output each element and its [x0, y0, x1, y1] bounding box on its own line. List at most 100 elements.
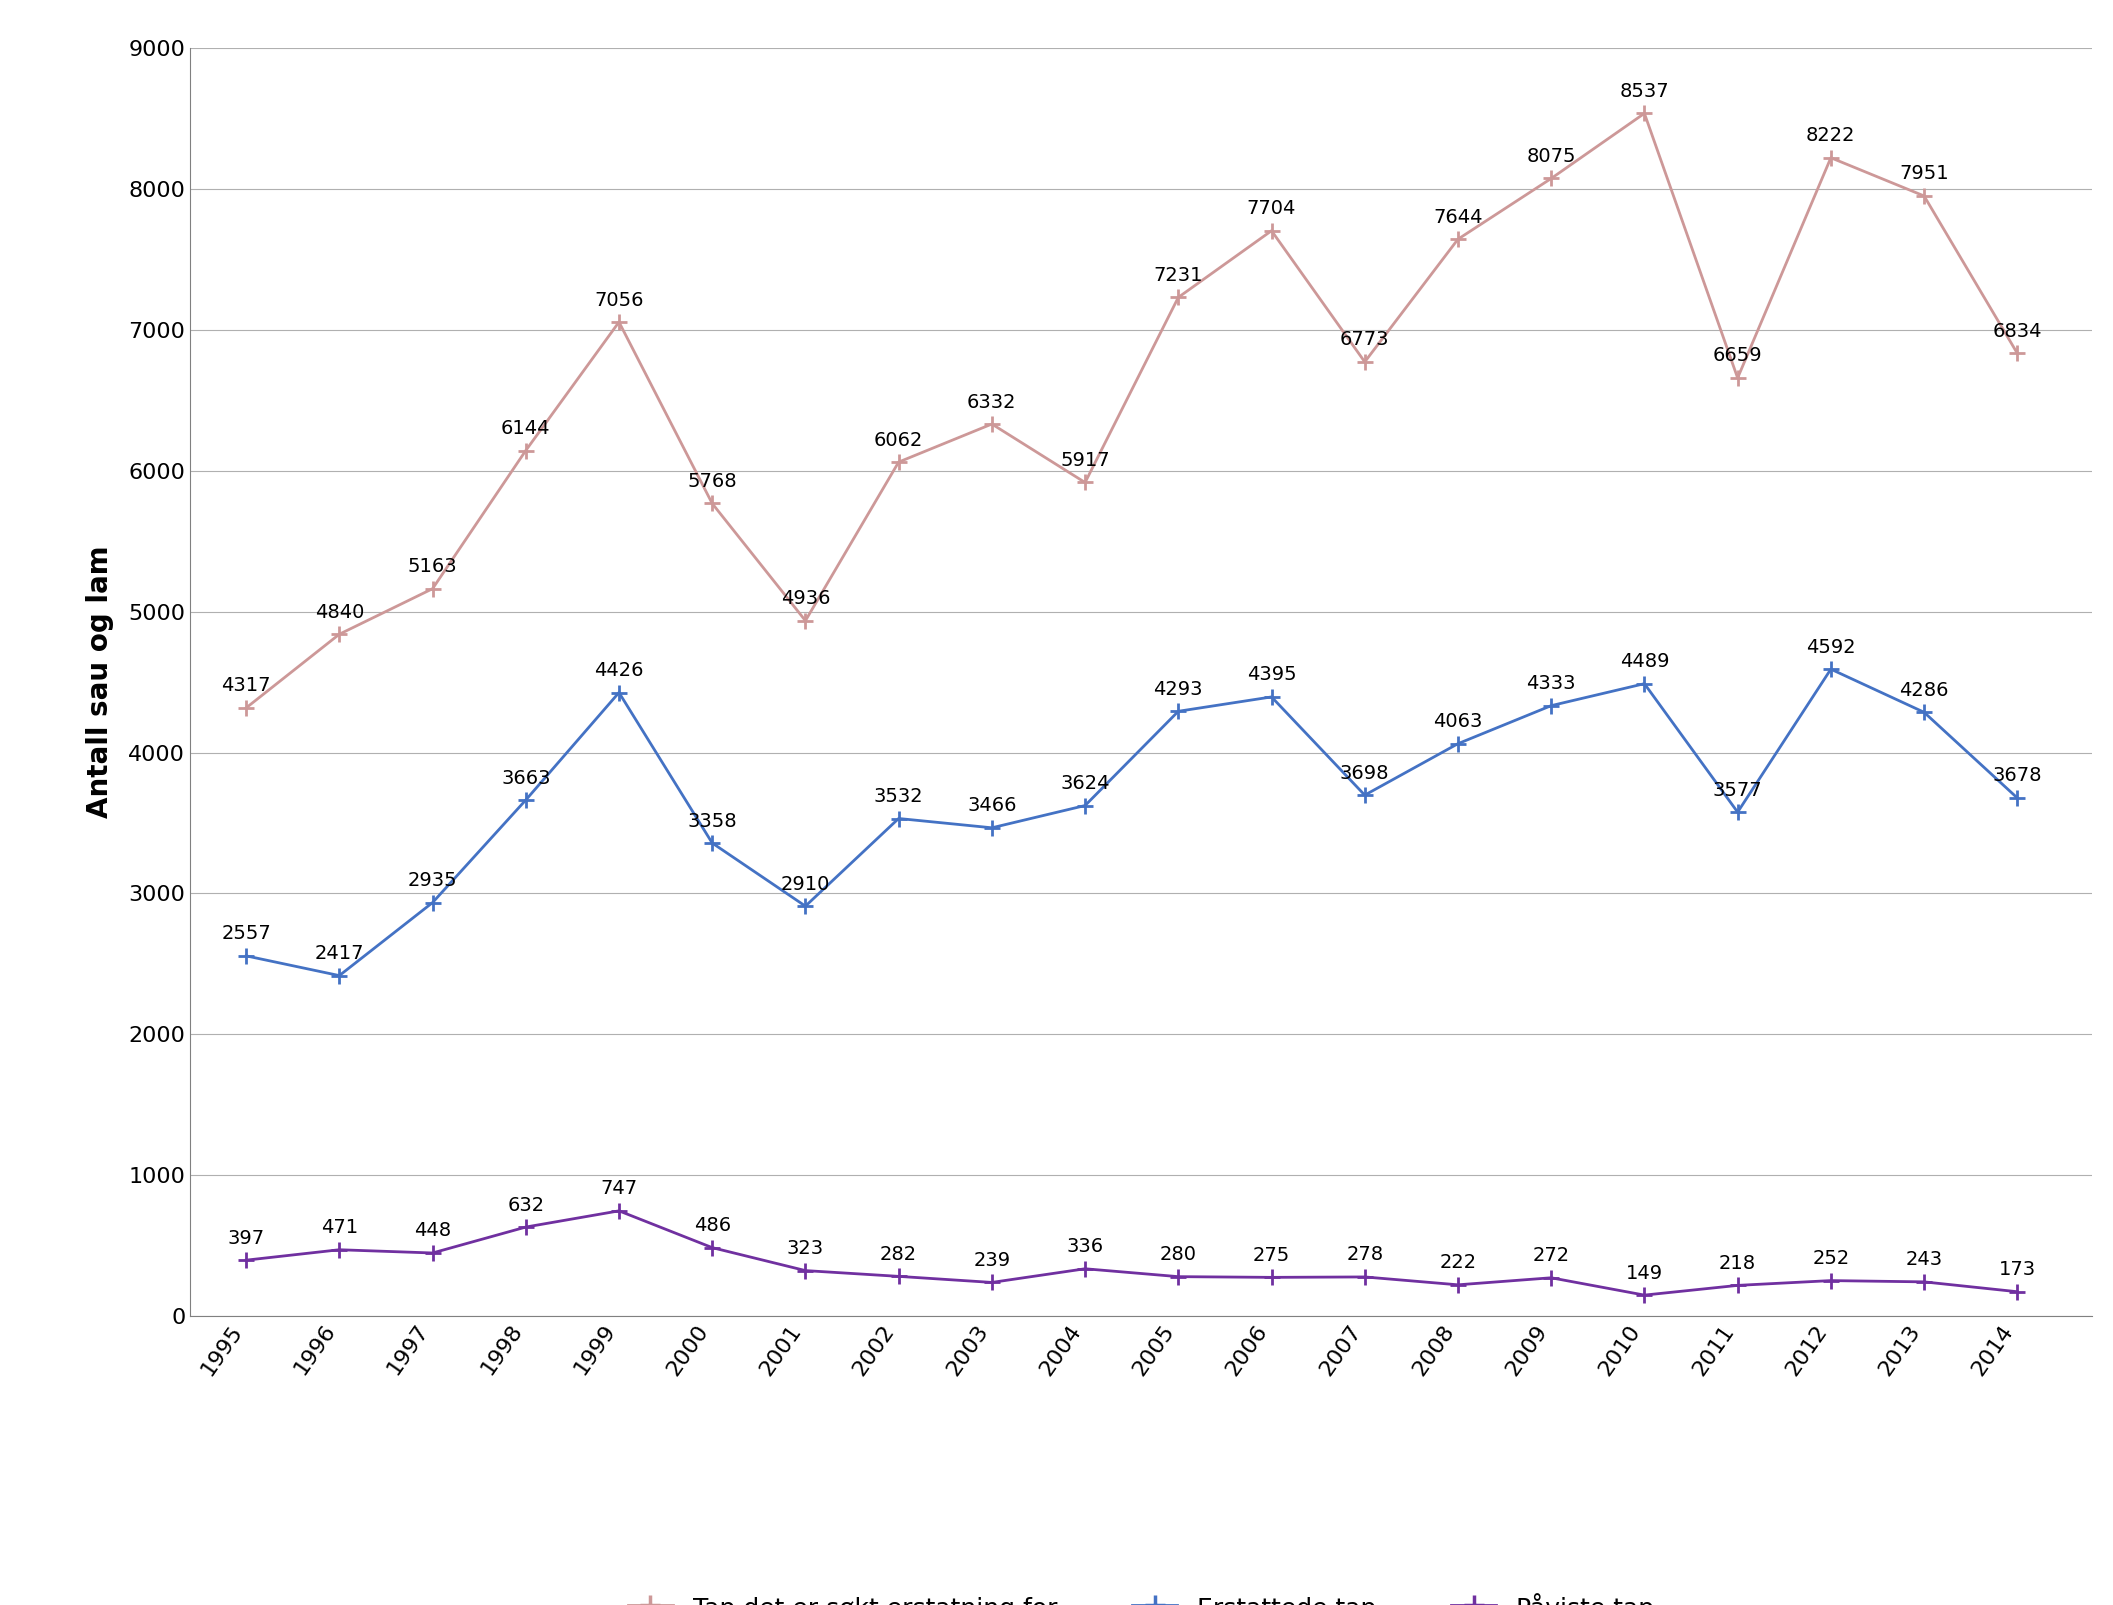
Text: 8075: 8075 [1526, 148, 1576, 165]
Text: 632: 632 [507, 1196, 545, 1215]
Tap det er søkt erstatning for [1166, 287, 1192, 307]
Påviste tap [1631, 1286, 1657, 1305]
Text: 6332: 6332 [968, 393, 1016, 411]
Påviste tap [328, 1241, 353, 1260]
Text: 252: 252 [1813, 1249, 1849, 1268]
Erstattede tap [1073, 796, 1099, 815]
Text: 4592: 4592 [1807, 637, 1855, 656]
Tap det er søkt erstatning for [1445, 230, 1471, 249]
Tap det er søkt erstatning for [1073, 473, 1099, 493]
Text: 5917: 5917 [1061, 451, 1109, 470]
Påviste tap [1817, 1271, 1843, 1290]
Tap det er søkt erstatning for [1538, 169, 1564, 188]
Tap det er søkt erstatning for [1817, 148, 1843, 167]
Text: 173: 173 [1999, 1260, 2035, 1279]
Text: 323: 323 [786, 1239, 824, 1258]
Text: 747: 747 [600, 1180, 638, 1199]
Påviste tap [1073, 1260, 1099, 1279]
Y-axis label: Antall sau og lam: Antall sau og lam [87, 546, 114, 819]
Text: 448: 448 [414, 1221, 450, 1241]
Text: 2557: 2557 [222, 924, 270, 944]
Text: 280: 280 [1160, 1245, 1196, 1265]
Legend: Tap det er søkt erstatning for, Erstattede tap, Påviste tap: Tap det er søkt erstatning for, Erstatte… [628, 1592, 1654, 1605]
Tap det er søkt erstatning for [1631, 104, 1657, 124]
Tap det er søkt erstatning for [328, 624, 353, 644]
Text: 3624: 3624 [1061, 774, 1109, 793]
Erstattede tap [513, 790, 539, 809]
Text: 2935: 2935 [408, 872, 456, 891]
Påviste tap [1259, 1268, 1285, 1287]
Tap det er søkt erstatning for [885, 453, 911, 472]
Text: 5768: 5768 [687, 472, 737, 491]
Text: 243: 243 [1906, 1250, 1942, 1270]
Text: 272: 272 [1532, 1245, 1570, 1265]
Text: 6834: 6834 [1993, 323, 2041, 340]
Text: 4840: 4840 [315, 603, 363, 621]
Text: 336: 336 [1067, 1237, 1103, 1257]
Tap det er søkt erstatning for [2005, 343, 2031, 363]
Text: 222: 222 [1439, 1254, 1477, 1273]
Påviste tap [792, 1262, 818, 1281]
Erstattede tap [1445, 733, 1471, 753]
Text: 2417: 2417 [315, 944, 363, 963]
Tap det er søkt erstatning for [699, 494, 725, 514]
Text: 4063: 4063 [1433, 713, 1483, 732]
Påviste tap [606, 1201, 632, 1220]
Tap det er søkt erstatning for [420, 579, 446, 599]
Erstattede tap [232, 947, 258, 966]
Påviste tap [1912, 1273, 1938, 1292]
Tap det er søkt erstatning for [513, 441, 539, 461]
Text: 471: 471 [321, 1218, 357, 1237]
Text: 2910: 2910 [780, 875, 830, 894]
Tap det er søkt erstatning for [606, 313, 632, 332]
Erstattede tap [1817, 660, 1843, 679]
Påviste tap [420, 1244, 446, 1263]
Tap det er søkt erstatning for [1912, 186, 1938, 205]
Text: 397: 397 [228, 1229, 264, 1247]
Erstattede tap [420, 892, 446, 912]
Text: 7704: 7704 [1247, 199, 1295, 218]
Text: 7231: 7231 [1154, 266, 1202, 284]
Erstattede tap [699, 833, 725, 852]
Påviste tap [1352, 1268, 1378, 1287]
Text: 275: 275 [1253, 1245, 1291, 1265]
Text: 4293: 4293 [1154, 681, 1202, 698]
Text: 278: 278 [1346, 1245, 1384, 1265]
Text: 6144: 6144 [501, 419, 551, 438]
Text: 4317: 4317 [222, 676, 270, 695]
Line: Erstattede tap: Erstattede tap [239, 661, 2026, 984]
Erstattede tap [328, 966, 353, 985]
Text: 3577: 3577 [1714, 780, 1762, 799]
Erstattede tap [1912, 703, 1938, 722]
Påviste tap [2005, 1282, 2031, 1302]
Erstattede tap [1166, 701, 1192, 721]
Tap det er søkt erstatning for [1352, 351, 1378, 371]
Påviste tap [513, 1218, 539, 1237]
Tap det er søkt erstatning for [232, 698, 258, 717]
Erstattede tap [1724, 802, 1750, 822]
Text: 3678: 3678 [1993, 767, 2041, 785]
Text: 486: 486 [693, 1217, 731, 1236]
Text: 4395: 4395 [1247, 666, 1297, 684]
Text: 4489: 4489 [1621, 652, 1669, 671]
Påviste tap [1724, 1276, 1750, 1295]
Text: 3358: 3358 [687, 812, 737, 830]
Text: 5163: 5163 [408, 557, 456, 576]
Text: 149: 149 [1625, 1263, 1663, 1282]
Tap det er søkt erstatning for [978, 414, 1004, 433]
Tap det er søkt erstatning for [792, 612, 818, 631]
Line: Tap det er søkt erstatning for: Tap det er søkt erstatning for [239, 104, 2026, 716]
Text: 8222: 8222 [1807, 127, 1855, 146]
Tap det er søkt erstatning for [1724, 368, 1750, 387]
Text: 282: 282 [881, 1245, 917, 1263]
Tap det er søkt erstatning for [1259, 221, 1285, 241]
Text: 7951: 7951 [1900, 164, 1948, 183]
Erstattede tap [885, 809, 911, 828]
Text: 7056: 7056 [594, 291, 644, 310]
Erstattede tap [792, 897, 818, 916]
Påviste tap [1538, 1268, 1564, 1287]
Erstattede tap [1352, 785, 1378, 804]
Text: 4426: 4426 [594, 661, 644, 681]
Påviste tap [699, 1237, 725, 1257]
Text: 8537: 8537 [1619, 82, 1669, 101]
